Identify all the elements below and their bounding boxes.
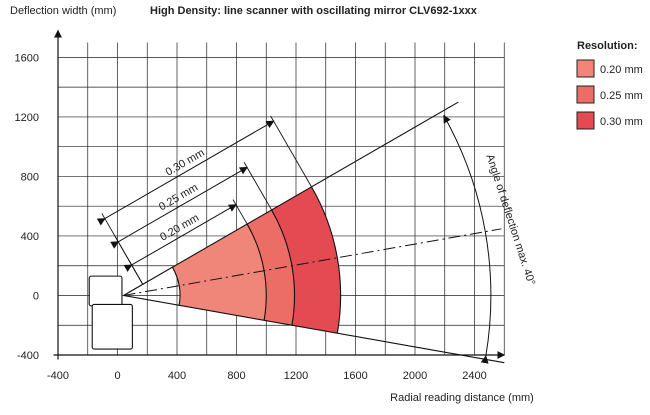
y-tick-label: 1200 [15,112,39,124]
dimension-extension [232,199,248,225]
sector-group [171,186,342,334]
tick-labels: -400 0 400 800 1200 1600 2000 2400 -400 0 400 800 12… [15,52,487,382]
dimension-extension [101,213,144,285]
chart-title: High Density: line scanner with oscillat… [150,5,478,17]
legend-label-0.25: 0.25 mm [600,90,643,102]
scanner-head [88,275,123,307]
angle-label: Angle of deflection max. 40° [483,153,537,287]
y-axis-label: Deflection width (mm) [10,5,116,17]
dimension-arrow [96,120,275,226]
sector-0.20mm [172,224,267,321]
x-axis-label: Radial reading distance (mm) [390,392,534,404]
y-tick-label: 1600 [15,52,39,64]
scanner-body [91,303,133,350]
axes-group [53,29,506,360]
x-tick-label: 1600 [343,370,367,382]
legend-label-0.20: 0.20 mm [600,64,643,76]
legend-title: Resolution: [577,40,638,52]
x-tick-label: 2000 [403,370,427,382]
dimension-label: 0.20 mm [158,212,201,244]
legend-label-0.30: 0.30 mm [600,116,643,128]
x-tick-label: 800 [227,370,245,382]
dimension-label: 0.30 mm [164,147,207,179]
legend-swatch-0.20 [576,59,595,78]
legend-swatch-0.25 [576,85,595,104]
center-axis-line [123,228,502,296]
sector-arc [311,186,342,334]
x-tick-label: 400 [168,370,186,382]
y-tick-label: 0 [33,290,39,302]
dimension-label: 0.25 mm [157,182,200,214]
y-tick-label: -400 [17,350,39,362]
x-tick-label: 1200 [284,370,308,382]
y-tick-label: 400 [21,231,39,243]
legend-swatch-0.30 [576,111,595,130]
y-tick-label: 800 [21,171,39,183]
dimension-extension [270,115,312,188]
x-tick-label: 2400 [462,370,486,382]
legend: Resolution: 0.20 mm 0.25 mm 0.30 mm [576,40,643,130]
lower-boundary-ray [123,294,505,364]
dimension-extension [243,162,272,211]
angle-arc [443,114,492,364]
x-tick-label: -400 [47,370,69,382]
x-tick-label: 0 [114,370,120,382]
scanner-device-icon [88,275,133,350]
